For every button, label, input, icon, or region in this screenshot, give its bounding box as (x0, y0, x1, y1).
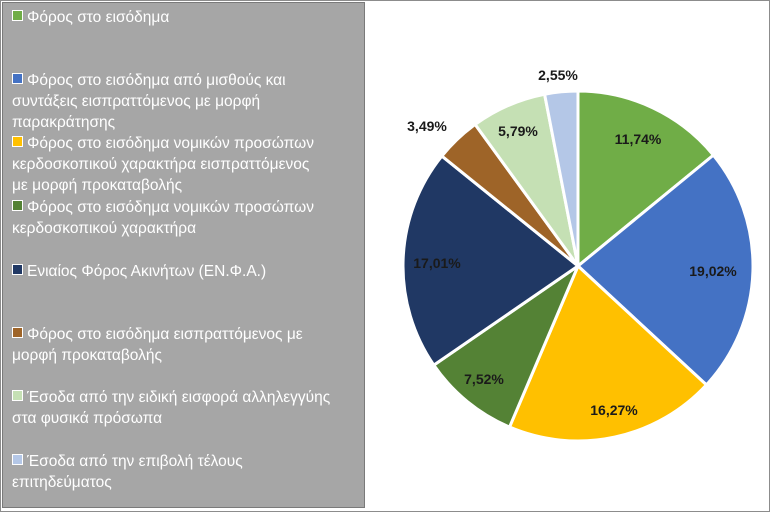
legend-label: παρακράτησης (12, 114, 116, 131)
pie-slice-8 (543, 89, 580, 268)
legend-text-line: Φόρος στο εισόδημα νομικών προσώπων (12, 197, 364, 218)
legend-item-2: Φόρος στο εισόδημα από μισθούς και συντάξ… (12, 70, 364, 133)
pie-slice-4 (432, 264, 580, 429)
legend-text-line: επιτηδεύματος (12, 472, 364, 493)
legend-text-line: Έσοδα από την επιβολή τέλους (12, 451, 364, 472)
legend-label: Φόρος στο εισόδημα νομικών προσώπων (27, 135, 314, 152)
legend-item-4: Φόρος στο εισόδημα νομικών προσώπων κερδο… (12, 197, 364, 239)
legend-swatch (12, 136, 23, 147)
pie-slices (401, 89, 755, 443)
legend-swatch (12, 390, 23, 401)
legend-item-1: Φόρος στο εισόδημα (12, 7, 364, 28)
legend-swatch (12, 10, 23, 21)
legend-swatch (12, 454, 23, 465)
legend-text-line: Φόρος στο εισόδημα από μισθούς και (12, 70, 364, 91)
legend-label: Φόρος στο εισόδημα νομικών προσώπων (27, 199, 314, 216)
legend-label: Φόρος στο εισόδημα εισπραττόμενος με (27, 326, 303, 343)
legend-swatch (12, 327, 23, 338)
data-label-8: 2,55% (538, 67, 578, 83)
legend-swatch (12, 264, 23, 275)
pie-data-labels: 11,74% 19,02% 16,27% 7,52% 17,01% 3,49% 5,79% 2… (407, 67, 737, 418)
legend-text-line: Ενιαίος Φόρος Ακινήτων (ΕΝ.Φ.Α.) (12, 261, 364, 282)
legend-item-7: Έσοδα από την ειδική εισφορά αλληλεγγύης… (12, 387, 364, 429)
legend-item-8: Έσοδα από την επιβολή τέλους επιτηδεύματο… (12, 451, 364, 493)
legend-label: στα φυσικά πρόσωπα (12, 410, 163, 427)
legend-item-5: Ενιαίος Φόρος Ακινήτων (ΕΝ.Φ.Α.) (12, 261, 364, 282)
pie-slice-3 (508, 264, 708, 443)
data-label-7: 5,79% (498, 123, 538, 139)
legend-text-line: Φόρος στο εισόδημα νομικών προσώπων (12, 133, 364, 154)
legend-label: με μορφή προκαταβολής (12, 177, 183, 194)
legend-label: κερδοσκοπικού χαρακτήρα (12, 220, 197, 237)
legend-label: Φόρος στο εισόδημα (27, 9, 170, 26)
data-label-6: 3,49% (407, 118, 447, 134)
legend-label: συντάξεις εισπραττόμενος με μορφή (12, 93, 261, 110)
data-label-4: 7,52% (464, 371, 504, 387)
legend-item-3: Φόρος στο εισόδημα νομικών προσώπων κερδο… (12, 133, 364, 196)
legend-swatch (12, 200, 23, 211)
legend-text-line: παρακράτησης (12, 112, 364, 133)
legend-text-line: στα φυσικά πρόσωπα (12, 408, 364, 429)
legend-label: κερδοσκοπικού χαρακτήρα εισπραττόμενος (12, 156, 310, 173)
legend-item-6: Φόρος στο εισόδημα εισπραττόμενος με μορφ… (12, 324, 364, 366)
data-label-2: 19,02% (689, 263, 737, 279)
pie-slice-1 (576, 89, 715, 268)
legend-label: επιτηδεύματος (12, 474, 112, 491)
data-label-3: 16,27% (590, 402, 638, 418)
pie-slice-5 (401, 154, 580, 367)
legend-label: Ενιαίος Φόρος Ακινήτων (ΕΝ.Φ.Α.) (27, 263, 267, 280)
data-label-5: 17,01% (413, 255, 461, 271)
legend-swatch (12, 73, 23, 84)
legend-text-line: μορφή προκαταβολής (12, 345, 364, 366)
legend-text-line: συντάξεις εισπραττόμενος με μορφή (12, 91, 364, 112)
legend-text-line: Φόρος στο εισόδημα (12, 7, 364, 28)
legend-text-line: Φόρος στο εισόδημα εισπραττόμενος με (12, 324, 364, 345)
legend-panel: Φόρος στο εισόδημα Φόρος στο εισόδημα από… (2, 2, 365, 508)
legend-label: Έσοδα από την επιβολή τέλους (27, 453, 243, 470)
data-label-1: 11,74% (615, 131, 662, 147)
legend-label: Έσοδα από την ειδική εισφορά αλληλεγγύης (27, 389, 331, 406)
pie-slice-2 (576, 153, 755, 387)
legend-label: μορφή προκαταβολής (12, 347, 162, 364)
legend-text-line: Έσοδα από την ειδική εισφορά αλληλεγγύης (12, 387, 364, 408)
legend-text-line: κερδοσκοπικού χαρακτήρα εισπραττόμενος (12, 154, 364, 175)
legend-text-line: κερδοσκοπικού χαρακτήρα (12, 218, 364, 239)
legend-label: Φόρος στο εισόδημα από μισθούς και (27, 72, 286, 89)
legend-text-line: με μορφή προκαταβολής (12, 175, 364, 196)
